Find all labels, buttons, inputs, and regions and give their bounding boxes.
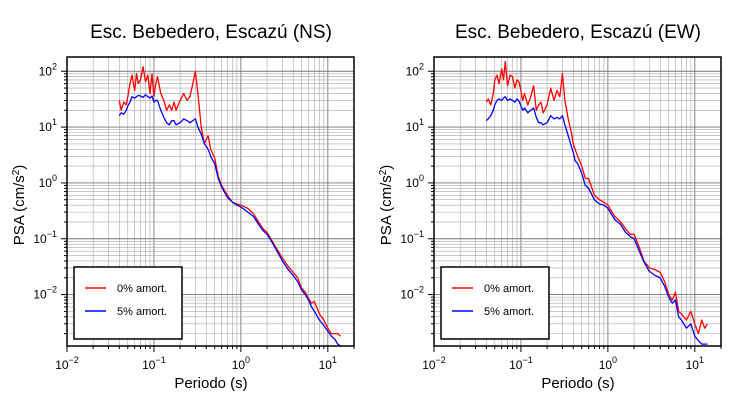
y-tick-label: 10−1 xyxy=(400,229,424,246)
y-tick-label: 10−1 xyxy=(33,229,57,246)
legend: 0% amort. 5% amort. xyxy=(440,266,550,340)
y-tick-label: 101 xyxy=(39,117,57,134)
legend-box xyxy=(440,266,550,340)
y-tick-label: 10−2 xyxy=(33,285,57,302)
x-tick-label: 10−1 xyxy=(142,355,166,372)
x-axis-label: Periodo (s) xyxy=(174,375,247,392)
chart-panel-ew: Esc. Bebedero, Escazú (EW) Periodo (s) 1… xyxy=(378,22,722,392)
chart-title: Esc. Bebedero, Escazú (EW) xyxy=(455,22,701,43)
y-tick-label: 100 xyxy=(406,173,424,190)
y-tick-label: 10−2 xyxy=(400,285,424,302)
y-axis-label: PSA (cm/s2) xyxy=(378,165,395,246)
x-tick-label: 101 xyxy=(686,355,704,372)
x-tick-label: 100 xyxy=(599,355,617,372)
x-tick-label: 10−2 xyxy=(422,355,446,372)
series-line-1 xyxy=(485,96,708,345)
svg-text:PSA (cm/s2): PSA (cm/s2) xyxy=(11,165,28,246)
y-tick-label: 102 xyxy=(39,61,57,78)
x-axis-label: Periodo (s) xyxy=(541,375,614,392)
legend-label-1: 5% amort. xyxy=(484,306,534,318)
x-tick-label: 100 xyxy=(232,355,250,372)
x-tick-label: 10−1 xyxy=(509,355,533,372)
y-tick-labels: 10−2 10−1 100 101 102 xyxy=(400,61,424,301)
y-tick-labels: 10−2 10−1 100 101 102 xyxy=(33,61,57,301)
legend-label-1: 5% amort. xyxy=(117,306,167,318)
plot-frame xyxy=(66,56,355,347)
x-tick-labels: 10−2 10−1 100 101 xyxy=(422,355,704,372)
chart-title: Esc. Bebedero, Escazú (NS) xyxy=(90,22,332,43)
legend: 0% amort. 5% amort. xyxy=(73,266,183,340)
y-tick-label: 101 xyxy=(406,117,424,134)
series-line-1 xyxy=(118,94,341,347)
series-line-0 xyxy=(485,60,709,335)
series-group xyxy=(118,66,341,347)
series-line-0 xyxy=(118,66,341,337)
legend-box xyxy=(73,266,183,340)
svg-text:PSA (cm/s2): PSA (cm/s2) xyxy=(378,165,395,246)
x-tick-labels: 10−2 10−1 100 101 xyxy=(55,355,337,372)
y-tick-label: 102 xyxy=(406,61,424,78)
series-group xyxy=(485,60,709,345)
x-tick-label: 101 xyxy=(319,355,337,372)
y-axis-label: PSA (cm/s2) xyxy=(11,165,28,246)
legend-label-0: 0% amort. xyxy=(484,283,534,295)
plot-frame xyxy=(433,56,722,347)
chart-panel-ns: Esc. Bebedero, Escazú (NS) Periodo (s) 1… xyxy=(11,22,355,392)
x-tick-label: 10−2 xyxy=(55,355,79,372)
legend-label-0: 0% amort. xyxy=(117,283,167,295)
y-tick-label: 100 xyxy=(39,173,57,190)
